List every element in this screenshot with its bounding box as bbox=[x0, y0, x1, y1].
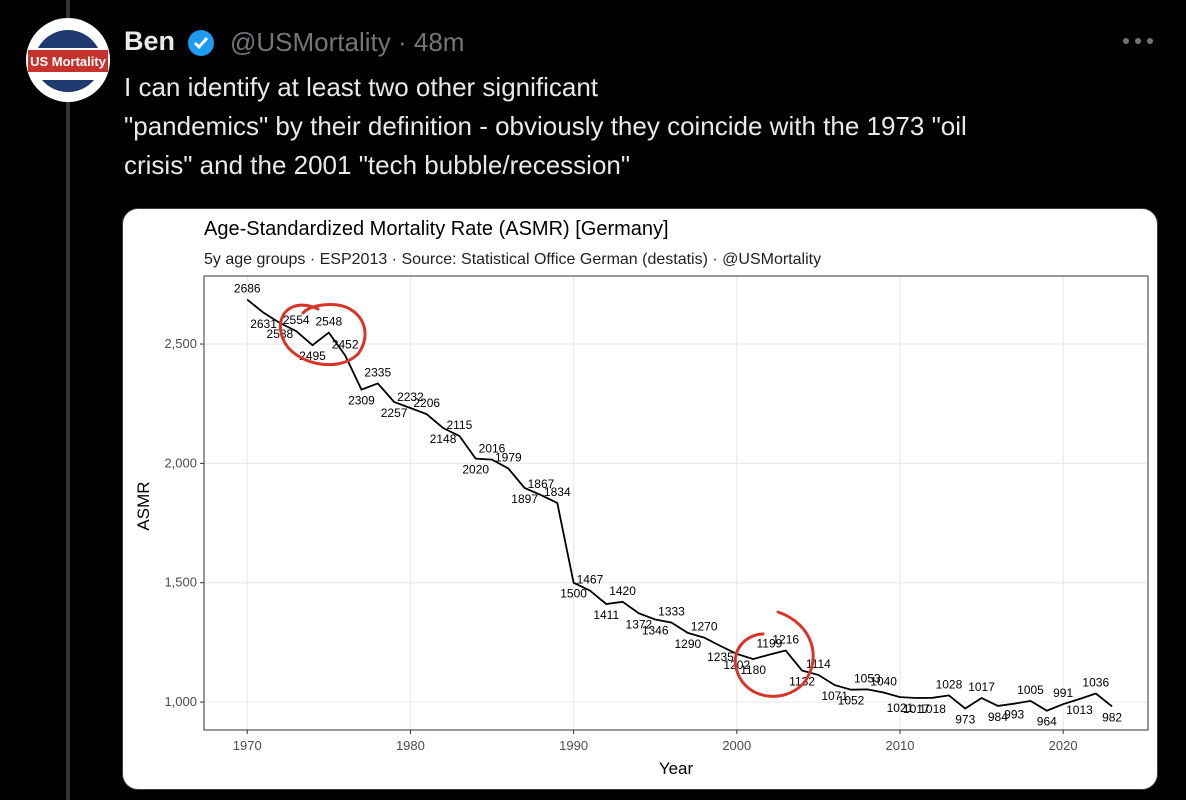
text-line: "pandemics" by their definition - obviou… bbox=[124, 111, 967, 141]
handle-time[interactable]: @USMortality · 48m bbox=[230, 27, 465, 57]
chart-subtitle: 5y age groups · ESP2013 · Source: Statis… bbox=[204, 251, 821, 268]
avatar-label: US Mortality bbox=[30, 54, 107, 69]
data-label: 1372 bbox=[626, 617, 653, 631]
data-label: 2016 bbox=[479, 442, 506, 456]
data-label: 2686 bbox=[234, 282, 261, 296]
data-label: 1420 bbox=[609, 584, 636, 598]
data-label: 1013 bbox=[1066, 703, 1093, 717]
data-label: 2309 bbox=[348, 394, 375, 408]
y-tick-label: 1,500 bbox=[164, 575, 197, 590]
data-label: 1867 bbox=[528, 477, 555, 491]
y-tick-label: 2,000 bbox=[164, 455, 197, 470]
data-label: 1028 bbox=[936, 677, 963, 691]
x-axis-label: Year bbox=[659, 759, 694, 778]
data-label: 2115 bbox=[446, 418, 472, 432]
tweet-text: I can identify at least two other signif… bbox=[124, 68, 967, 185]
x-tick-label: 1970 bbox=[233, 738, 262, 753]
data-label: 2631 bbox=[250, 317, 277, 331]
data-label: 2548 bbox=[315, 315, 342, 329]
data-label: 2020 bbox=[462, 463, 489, 477]
data-label: 2257 bbox=[381, 406, 408, 420]
data-label: 1333 bbox=[658, 605, 685, 619]
data-label: 2206 bbox=[413, 396, 440, 410]
data-label: 993 bbox=[1004, 708, 1024, 722]
data-label: 1052 bbox=[838, 694, 865, 708]
data-label: 1018 bbox=[919, 702, 946, 716]
thread-line bbox=[66, 0, 70, 800]
more-menu[interactable] bbox=[1122, 36, 1156, 46]
data-label: 1036 bbox=[1082, 675, 1109, 689]
y-tick-label: 1,000 bbox=[164, 694, 197, 709]
data-label: 1180 bbox=[740, 663, 766, 677]
chart: Age-Standardized Mortality Rate (ASMR) [… bbox=[134, 218, 1149, 778]
x-tick-label: 2010 bbox=[886, 738, 915, 753]
data-label: 2554 bbox=[283, 313, 310, 327]
data-label: 991 bbox=[1053, 686, 1073, 700]
data-label: 1500 bbox=[560, 587, 587, 601]
x-tick-label: 1990 bbox=[559, 738, 588, 753]
data-label: 1270 bbox=[691, 620, 718, 634]
media-card[interactable]: Age-Standardized Mortality Rate (ASMR) [… bbox=[122, 208, 1158, 790]
data-label: 1199 bbox=[757, 637, 783, 651]
verified-badge bbox=[188, 30, 214, 56]
data-label: 1216 bbox=[772, 633, 799, 647]
x-tick-label: 1980 bbox=[396, 738, 425, 753]
y-tick-label: 2,500 bbox=[164, 336, 197, 351]
data-label: 973 bbox=[955, 713, 975, 727]
data-label: 1979 bbox=[495, 450, 522, 464]
y-axis-label: ASMR bbox=[134, 481, 153, 530]
author-name[interactable]: Ben bbox=[124, 26, 176, 56]
x-tick-label: 2000 bbox=[722, 738, 751, 753]
data-label: 1235 bbox=[707, 650, 734, 664]
data-label: 982 bbox=[1102, 710, 1122, 724]
data-label: 1040 bbox=[870, 675, 897, 689]
annotation-scribble bbox=[733, 610, 815, 698]
data-label: 2335 bbox=[364, 365, 391, 379]
x-tick-label: 2020 bbox=[1049, 738, 1078, 753]
data-label: 984 bbox=[988, 710, 1008, 724]
data-label: 1053 bbox=[854, 671, 881, 685]
data-label: 2148 bbox=[430, 432, 457, 446]
avatar[interactable]: US Mortality bbox=[26, 18, 110, 102]
annotation-scribble bbox=[279, 303, 367, 367]
data-label: 1834 bbox=[544, 485, 571, 499]
data-label: 1467 bbox=[577, 573, 604, 587]
text-line: crisis" and the 2001 "tech bubble/recess… bbox=[124, 150, 631, 180]
data-label: 1017 bbox=[968, 680, 995, 694]
panel-border bbox=[203, 275, 1149, 731]
data-label: 2232 bbox=[397, 390, 424, 404]
data-label: 1017 bbox=[903, 702, 930, 716]
text-line: I can identify at least two other signif… bbox=[124, 72, 599, 102]
line bbox=[246, 298, 1113, 712]
data-label: 1411 bbox=[593, 608, 619, 622]
data-label: 1290 bbox=[674, 637, 701, 651]
data-label: 1897 bbox=[511, 492, 538, 506]
data-label: 2452 bbox=[332, 337, 359, 351]
data-label: 1021 bbox=[887, 701, 914, 715]
data-label: 964 bbox=[1037, 715, 1057, 729]
data-label: 1005 bbox=[1017, 683, 1044, 697]
data-label: 1346 bbox=[642, 623, 669, 637]
data-label: 1071 bbox=[821, 689, 848, 703]
chart-title: Age-Standardized Mortality Rate (ASMR) [… bbox=[204, 218, 669, 240]
